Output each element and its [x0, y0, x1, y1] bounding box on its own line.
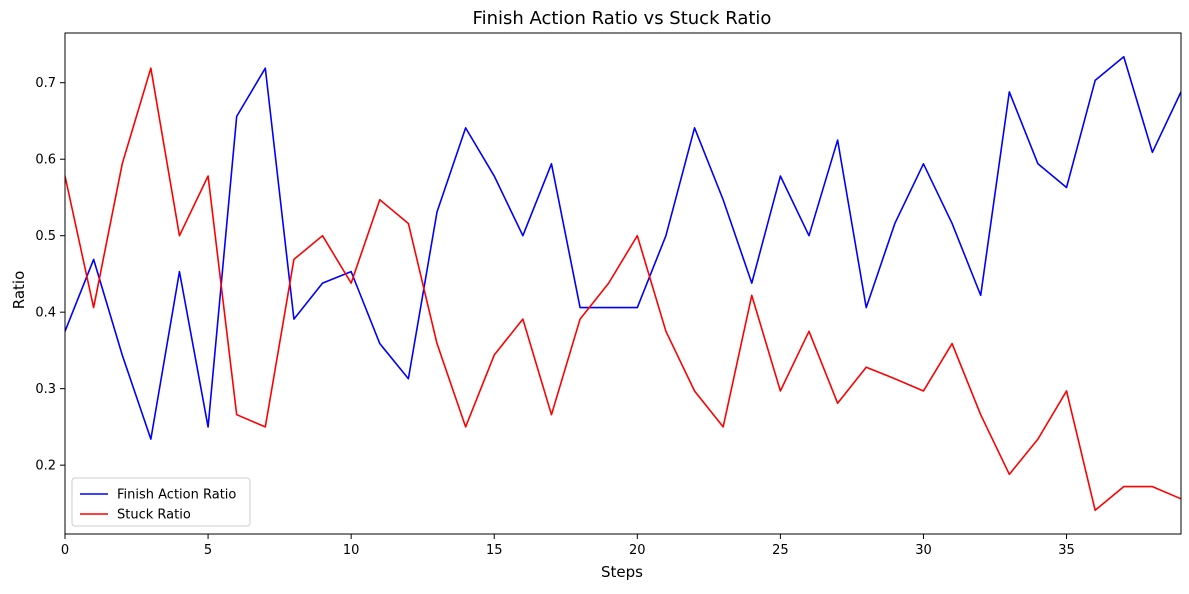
y-tick-label: 0.7 [35, 76, 56, 91]
y-axis: 0.2 0.3 0.4 0.5 0.6 0.7 [35, 76, 65, 474]
chart-title: Finish Action Ratio vs Stuck Ratio [473, 8, 772, 29]
x-tick-label: 30 [915, 543, 932, 558]
plot-frame [64, 32, 1182, 535]
y-axis-label: Ratio [10, 271, 28, 310]
x-tick-label: 25 [772, 543, 789, 558]
legend-label-1: Stuck Ratio [117, 508, 191, 523]
legend-label-0: Finish Action Ratio [117, 488, 236, 503]
y-tick-label: 0.4 [35, 306, 56, 321]
x-axis: 0 5 10 15 20 25 30 35 [61, 534, 1075, 558]
x-tick-label: 20 [629, 543, 646, 558]
series-line-0 [65, 55, 1181, 440]
x-tick-label: 5 [204, 543, 212, 558]
y-tick-label: 0.6 [35, 153, 56, 168]
y-tick-label: 0.2 [35, 459, 56, 474]
x-tick-label: 35 [1058, 543, 1075, 558]
x-tick-label: 10 [343, 543, 360, 558]
series-line-1 [65, 67, 1181, 512]
legend: Finish Action Ratio Stuck Ratio [71, 477, 251, 527]
legend-box [71, 477, 251, 527]
plot-lines [65, 55, 1181, 512]
y-tick-label: 0.5 [35, 229, 56, 244]
x-tick-label: 15 [486, 543, 503, 558]
x-axis-label: Steps [601, 563, 643, 581]
x-tick-label: 0 [61, 543, 69, 558]
y-tick-label: 0.3 [35, 382, 56, 397]
